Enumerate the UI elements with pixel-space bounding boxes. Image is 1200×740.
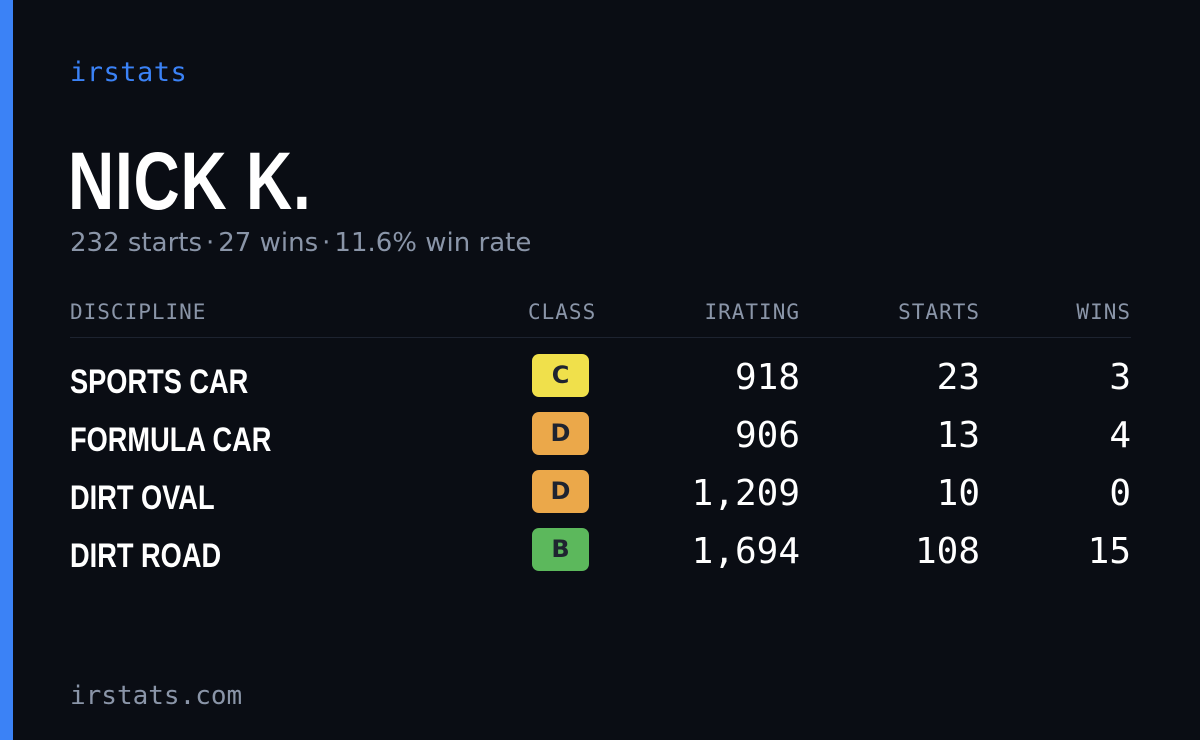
summary-wins: 27 wins [218,228,319,258]
discipline-name: FORMULA CAR [70,421,272,459]
header-class: CLASS [528,300,597,324]
class-badge: B [532,528,589,571]
header-starts: STARTS [898,300,980,324]
starts-value: 10 [936,473,980,514]
irating-value: 1,209 [691,473,800,514]
starts-value: 13 [936,415,980,456]
summary-separator: · [206,228,215,258]
wins-value: 0 [1109,473,1131,514]
header-discipline: DISCIPLINE [70,300,207,324]
player-summary: 232 starts · 27 wins · 11.6% win rate [70,228,531,258]
table-row: SPORTS CAR C 918 23 3 [70,350,1131,408]
footer-url: irstats.com [70,681,243,711]
class-badge: D [532,470,589,513]
wins-value: 15 [1087,531,1131,572]
header-wins: WINS [1076,300,1131,324]
discipline-name: DIRT ROAD [70,537,222,575]
starts-value: 108 [914,531,980,572]
table-row: DIRT OVAL D 1,209 10 0 [70,466,1131,524]
irating-value: 918 [734,357,800,398]
summary-win-rate: 11.6% win rate [334,228,532,258]
discipline-name: SPORTS CAR [70,363,249,401]
summary-separator: · [322,228,331,258]
brand-logo: irstats [70,57,188,88]
discipline-name: DIRT OVAL [70,479,215,517]
starts-value: 23 [936,357,980,398]
summary-starts: 232 starts [70,228,202,258]
table-row: FORMULA CAR D 906 13 4 [70,408,1131,466]
class-badge: D [532,412,589,455]
player-name: NICK K. [68,136,312,227]
wins-value: 3 [1109,357,1131,398]
irating-value: 906 [734,415,800,456]
wins-value: 4 [1109,415,1131,456]
table-header: DISCIPLINE CLASS IRATING STARTS WINS [70,300,1131,338]
header-irating: IRATING [704,300,800,324]
accent-bar [0,0,13,740]
class-badge: C [532,354,589,397]
discipline-table: SPORTS CAR C 918 23 3 FORMULA CAR D 906 … [70,350,1131,582]
table-row: DIRT ROAD B 1,694 108 15 [70,524,1131,582]
irating-value: 1,694 [691,531,800,572]
